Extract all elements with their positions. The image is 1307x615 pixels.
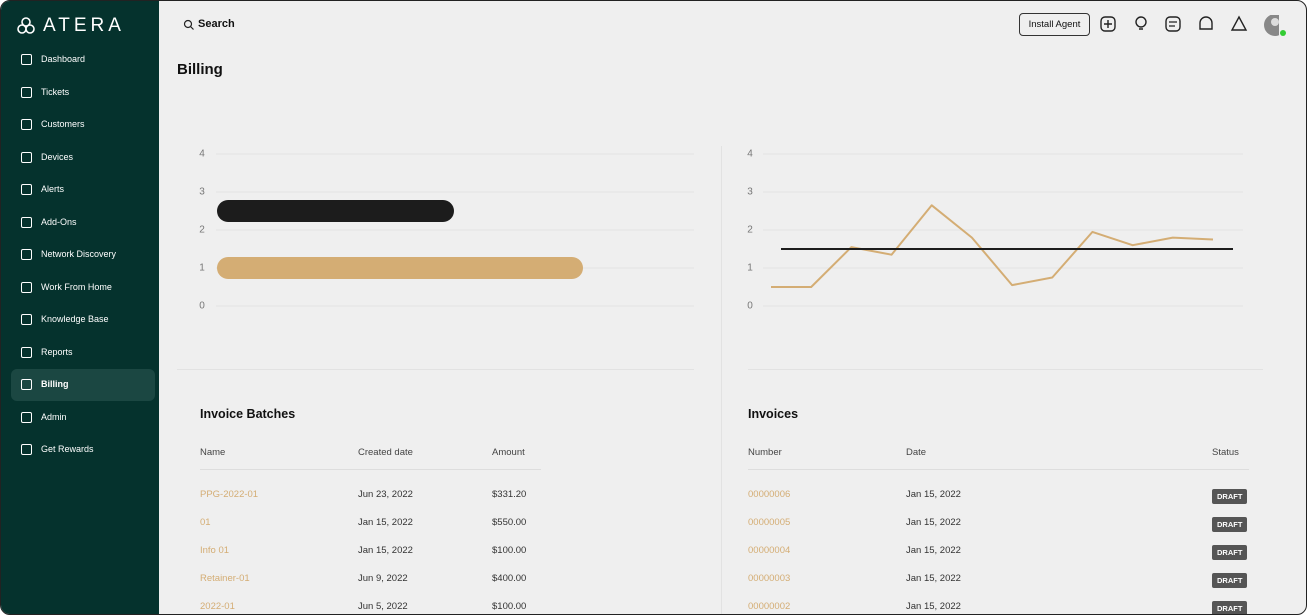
status-badge: DRAFT: [1212, 517, 1248, 532]
nav-item[interactable]: Work From Home: [41, 281, 112, 292]
status-badge: DRAFT: [1212, 545, 1248, 560]
nav-icon: [21, 281, 32, 293]
line: [771, 204, 1214, 288]
nav-icon: [21, 119, 32, 130]
logo: ATERA: [43, 15, 125, 36]
nav-item[interactable]: Knowledge Base: [41, 314, 109, 324]
column-header: Status: [1212, 447, 1239, 458]
section-title: Invoice Batches: [200, 407, 296, 421]
cell: Jun 5, 2022: [358, 601, 408, 612]
y-tick-label: 1: [199, 263, 205, 274]
bar: [217, 200, 454, 222]
bell-icon[interactable]: [1199, 16, 1213, 30]
row-link[interactable]: PPG-2022-01: [200, 489, 259, 500]
toolbar-icons: [1100, 15, 1279, 36]
header-rule: [748, 469, 1249, 470]
row-link[interactable]: Retainer-01: [200, 573, 250, 584]
status-dot: [1280, 30, 1286, 36]
cell: Jan 15, 2022: [906, 573, 961, 584]
nav-item[interactable]: Customers: [41, 119, 85, 129]
logo-icon: [17, 17, 35, 34]
cell: Jan 15, 2022: [906, 517, 961, 528]
column-header: Name: [200, 447, 226, 458]
nav-icon: [21, 411, 32, 423]
y-tick-label: 2: [747, 225, 753, 236]
cell: Jun 23, 2022: [358, 489, 413, 500]
notes-icon[interactable]: [1165, 16, 1181, 32]
column-header: Number: [748, 447, 782, 458]
nav-item[interactable]: Dashboard: [41, 54, 86, 64]
nav-item[interactable]: Get Rewards: [41, 444, 94, 454]
y-tick-label: 3: [199, 187, 205, 198]
cell: $331.20: [492, 489, 527, 500]
cell: Jun 9, 2022: [358, 573, 408, 584]
column-header: Created date: [358, 447, 413, 458]
nav-icon: [21, 444, 32, 455]
cell: Jan 15, 2022: [906, 489, 961, 500]
page-title: Billing: [177, 61, 223, 78]
nav-item[interactable]: Admin: [41, 411, 67, 422]
nav-item[interactable]: Network Discovery: [41, 249, 117, 259]
cell: $550.00: [492, 517, 527, 528]
nav-item[interactable]: Tickets: [41, 86, 70, 97]
nav-item[interactable]: Alerts: [41, 184, 65, 194]
y-tick-label: 0: [199, 301, 205, 312]
sidebar: ATERA Dashboard Tickets Customers Devices Al…: [1, 1, 159, 614]
nav-icon: [21, 346, 32, 358]
row-link[interactable]: 01: [200, 517, 211, 528]
row-link[interactable]: 00000002: [748, 601, 791, 612]
column-header: Amount: [492, 447, 525, 458]
cell: Jan 15, 2022: [906, 545, 961, 556]
nav-item[interactable]: Add-Ons: [41, 216, 77, 227]
add-icon[interactable]: [1100, 16, 1116, 32]
section-title: Invoices: [748, 407, 799, 421]
row-link[interactable]: 00000003: [748, 573, 791, 584]
y-tick-label: 0: [747, 301, 753, 312]
nav-icon: [21, 151, 32, 163]
nav-icon: [21, 249, 32, 260]
idea-icon[interactable]: [1135, 16, 1147, 28]
nav-active-bg: [11, 369, 155, 401]
y-tick-label: 1: [747, 263, 753, 274]
header-rule: [200, 469, 541, 470]
row-link[interactable]: 00000005: [748, 517, 791, 528]
search-icon: [183, 18, 195, 30]
bar: [217, 257, 583, 279]
search[interactable]: Search: [198, 18, 235, 30]
cell: Jan 15, 2022: [906, 601, 961, 612]
y-tick-label: 4: [747, 149, 753, 160]
nav-icon: [21, 86, 32, 98]
cell: $100.00: [492, 601, 527, 612]
nav-icon: [21, 54, 32, 65]
nav-icon: [21, 216, 32, 228]
nav-icon: [21, 379, 32, 390]
cell: $100.00: [492, 545, 527, 556]
y-tick-label: 4: [199, 149, 205, 160]
divider: [177, 369, 694, 370]
nav-icon: [21, 184, 32, 195]
status-badge: DRAFT: [1212, 573, 1248, 588]
divider: [748, 369, 1263, 370]
install-agent-button[interactable]: Install Agent: [1019, 13, 1090, 36]
status-badge: DRAFT: [1212, 601, 1248, 614]
status-badge: DRAFT: [1212, 489, 1248, 504]
nav-item[interactable]: Devices: [41, 151, 74, 162]
row-link[interactable]: 2022-01: [200, 601, 235, 612]
row-link[interactable]: 00000006: [748, 489, 791, 500]
nav-item[interactable]: Billing: [41, 379, 69, 389]
cell: Jan 15, 2022: [358, 545, 413, 556]
nav-icon: [21, 314, 32, 325]
y-tick-label: 3: [747, 187, 753, 198]
cell: Jan 15, 2022: [358, 517, 413, 528]
alert-icon[interactable]: [1230, 15, 1248, 31]
row-link[interactable]: Info 01: [200, 545, 230, 556]
y-tick-label: 2: [199, 225, 205, 236]
divider: [721, 146, 722, 614]
column-header: Date: [906, 447, 927, 458]
cell: $400.00: [492, 573, 527, 584]
row-link[interactable]: 00000004: [748, 545, 791, 556]
nav-item[interactable]: Reports: [41, 346, 73, 357]
